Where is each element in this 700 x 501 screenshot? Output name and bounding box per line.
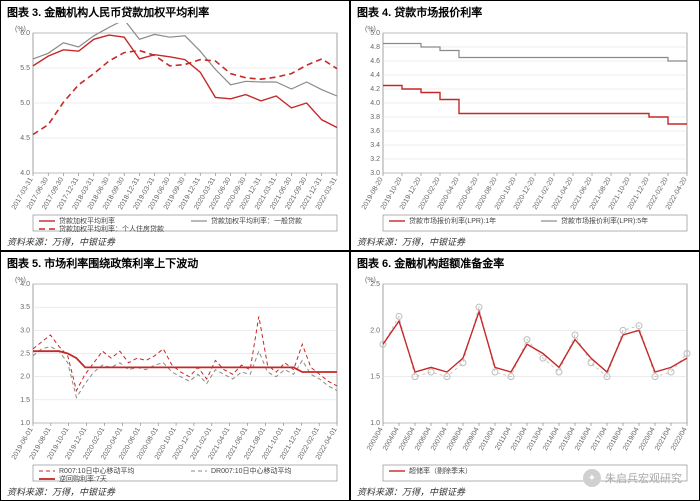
svg-text:1.0: 1.0 xyxy=(20,420,30,427)
panel-c3: 图表 3. 金融机构人民币贷款加权平均利率 4.04.55.05.56.0(%)… xyxy=(0,0,350,251)
source-text: 资料来源：万得，中银证券 xyxy=(357,235,693,248)
svg-text:4.4: 4.4 xyxy=(370,72,380,79)
source-text: 资料来源：万得，中银证券 xyxy=(7,235,343,248)
svg-text:3.0: 3.0 xyxy=(370,170,380,177)
svg-text:1.0: 1.0 xyxy=(370,420,380,427)
svg-text:(%): (%) xyxy=(365,26,376,33)
svg-text:2.5: 2.5 xyxy=(20,351,30,358)
panel-title: 图表 3. 金融机构人民币贷款加权平均利率 xyxy=(7,4,343,20)
svg-text:贷款市场报价利率(LPR):1年: 贷款市场报价利率(LPR):1年 xyxy=(409,216,496,225)
svg-text:3.8: 3.8 xyxy=(370,114,380,121)
svg-text:1.5: 1.5 xyxy=(370,374,380,381)
svg-text:4.2: 4.2 xyxy=(370,86,380,93)
chart-grid: 图表 3. 金融机构人民币贷款加权平均利率 4.04.55.05.56.0(%)… xyxy=(0,0,700,501)
svg-text:3.6: 3.6 xyxy=(370,128,380,135)
svg-text:5.0: 5.0 xyxy=(20,100,30,107)
svg-text:贷款加权平均利率：个人住房贷款: 贷款加权平均利率：个人住房贷款 xyxy=(59,224,164,233)
svg-text:2.0: 2.0 xyxy=(20,374,30,381)
svg-text:(%): (%) xyxy=(15,26,26,33)
svg-text:4.8: 4.8 xyxy=(370,44,380,51)
svg-text:(%): (%) xyxy=(365,277,376,284)
chart-c5: 1.01.52.02.53.03.54.0(%)2019-06-012019-0… xyxy=(7,274,343,483)
panel-title: 图表 6. 金融机构超额准备金率 xyxy=(357,255,693,271)
svg-text:贷款加权平均利率: 贷款加权平均利率 xyxy=(59,216,115,225)
svg-text:3.2: 3.2 xyxy=(370,156,380,163)
svg-text:1.5: 1.5 xyxy=(20,397,30,404)
source-text: 资料来源：万得，中银证券 xyxy=(357,485,693,498)
chart-c6: 1.01.52.02.5(%)2003/042004/042005/042006… xyxy=(357,274,693,483)
panel-c4: 图表 4. 贷款市场报价利率 3.0 3.2 3.4 3.6 3.8 4.0 4.2 4.4 4… xyxy=(350,0,700,251)
panel-title: 图表 5. 市场利率围绕政策利率上下波动 xyxy=(7,255,343,271)
chart-c4: 3.03.23.43.63.84.04.24.44.64.85.0(%)2019… xyxy=(357,23,693,233)
panel-c6: 图表 6. 金融机构超额准备金率 1.01.52.02.5(%)2003/042… xyxy=(350,251,700,501)
svg-text:4.0: 4.0 xyxy=(370,100,380,107)
svg-text:贷款加权平均利率：一般贷款: 贷款加权平均利率：一般贷款 xyxy=(211,216,302,225)
svg-text:4.0: 4.0 xyxy=(20,170,30,177)
svg-text:2022/04: 2022/04 xyxy=(670,426,689,452)
chart-c3: 4.04.55.05.56.0(%)2017-03-312017-06-3020… xyxy=(7,23,343,233)
svg-text:超储率（剔除季末）: 超储率（剔除季末） xyxy=(409,466,472,475)
source-text: 资料来源：万得，中银证券 xyxy=(7,485,343,498)
svg-text:DR007:10日中心移动平均: DR007:10日中心移动平均 xyxy=(211,466,292,475)
svg-text:(%): (%) xyxy=(15,277,26,284)
svg-text:R007:10日中心移动平均: R007:10日中心移动平均 xyxy=(59,466,134,475)
svg-text:2.0: 2.0 xyxy=(370,327,380,334)
svg-text:逆回购利率:7天: 逆回购利率:7天 xyxy=(59,474,107,483)
page-root: 图表 3. 金融机构人民币贷款加权平均利率 4.04.55.05.56.0(%)… xyxy=(0,0,700,501)
svg-text:4.5: 4.5 xyxy=(20,135,30,142)
panel-title: 图表 4. 贷款市场报价利率 xyxy=(357,4,693,20)
svg-text:3.5: 3.5 xyxy=(20,304,30,311)
svg-text:4.6: 4.6 xyxy=(370,58,380,65)
svg-text:3.0: 3.0 xyxy=(20,327,30,334)
svg-text:3.4: 3.4 xyxy=(370,142,380,149)
panel-c5: 图表 5. 市场利率围绕政策利率上下波动 1.01.52.02.53.03.54… xyxy=(0,251,350,501)
svg-text:5.5: 5.5 xyxy=(20,65,30,72)
svg-text:贷款市场报价利率(LPR):5年: 贷款市场报价利率(LPR):5年 xyxy=(561,216,648,225)
